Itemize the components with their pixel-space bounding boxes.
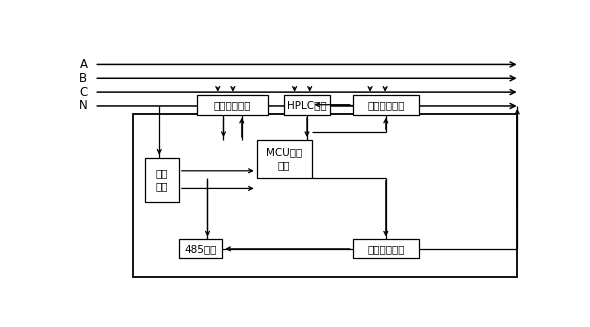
Text: 485模块: 485模块	[185, 244, 217, 254]
Bar	[257, 140, 312, 178]
Bar	[133, 113, 517, 277]
Text: N: N	[78, 99, 87, 112]
Text: MCU主控
模块: MCU主控 模块	[266, 147, 302, 170]
Bar	[179, 239, 222, 258]
Text: HPLC模块: HPLC模块	[287, 100, 327, 110]
Text: C: C	[79, 86, 87, 99]
Text: 信号注入模块: 信号注入模块	[367, 244, 405, 254]
Bar	[353, 239, 419, 258]
Text: 过零检测模块: 过零检测模块	[214, 100, 251, 110]
Bar	[284, 95, 330, 115]
Text: B: B	[79, 72, 87, 85]
Text: 电源
模块: 电源 模块	[156, 168, 168, 191]
Text: A: A	[80, 58, 87, 71]
Text: 信号接收模块: 信号接收模块	[367, 100, 405, 110]
Bar	[145, 158, 179, 202]
Bar	[353, 95, 419, 115]
Bar	[197, 95, 268, 115]
